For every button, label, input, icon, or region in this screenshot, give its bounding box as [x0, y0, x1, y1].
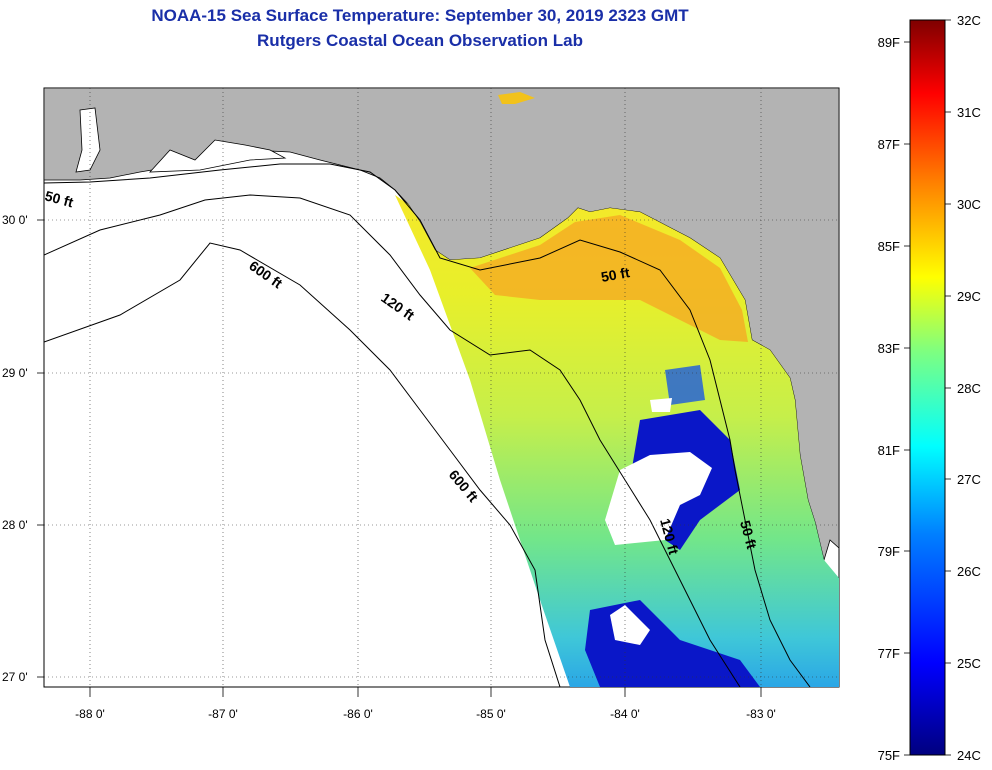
- depth-contour-50ft: [44, 163, 811, 687]
- longitude-label: -84 0': [610, 707, 640, 721]
- map-title: NOAA-15 Sea Surface Temperature: Septemb…: [151, 6, 689, 25]
- colorbar-label-celsius: 30C: [957, 197, 981, 212]
- colorbar-label-fahrenheit: 87F: [878, 137, 900, 152]
- longitude-label: -85 0': [476, 707, 506, 721]
- colorbar-label-fahrenheit: 83F: [878, 341, 900, 356]
- no-data-region: [650, 398, 672, 412]
- no-data-region: [605, 452, 712, 545]
- bay-inlet: [75, 107, 101, 173]
- latitude-label: 29 0': [2, 366, 28, 380]
- colorbar-label-celsius: 28C: [957, 381, 981, 396]
- colorbar-ticks: [904, 19, 951, 756]
- no-data-region: [610, 605, 650, 645]
- colorbar-label-celsius: 27C: [957, 472, 981, 487]
- colorbar-label-celsius: 25C: [957, 656, 981, 671]
- colorbar-label-fahrenheit: 85F: [878, 239, 900, 254]
- colorbar-label-fahrenheit: 79F: [878, 544, 900, 559]
- graticule: [44, 88, 839, 687]
- longitude-label: -88 0': [75, 707, 105, 721]
- longitude-label: -87 0': [208, 707, 238, 721]
- colorbar-label-celsius: 32C: [957, 13, 981, 28]
- contour-label: 50 ft: [600, 264, 631, 285]
- colorbar-label-celsius: 31C: [957, 105, 981, 120]
- latitude-label: 27 0': [2, 670, 28, 684]
- colorbar-label-fahrenheit: 89F: [878, 35, 900, 50]
- map-subtitle: Rutgers Coastal Ocean Observation Lab: [257, 31, 583, 50]
- inland-lake-patch: [498, 92, 535, 104]
- colorbar-label-celsius: 26C: [957, 564, 981, 579]
- colorbar-label-fahrenheit: 75F: [878, 748, 900, 763]
- colorbar-label-fahrenheit: 81F: [878, 443, 900, 458]
- latitude-label: 30 0': [2, 213, 28, 227]
- cool-water-patch: [665, 365, 705, 405]
- bay-inlet: [149, 139, 287, 173]
- longitude-label: -86 0': [343, 707, 373, 721]
- longitude-label: -83 0': [746, 707, 776, 721]
- depth-contour-600ft: [44, 242, 561, 687]
- contour-label: 50 ft: [737, 519, 760, 551]
- colorbar-label-celsius: 24C: [957, 748, 981, 763]
- map-ticks: [37, 219, 762, 697]
- latitude-label: 28 0': [2, 518, 28, 532]
- temperature-colorbar: [909, 19, 946, 756]
- depth-contour-120ft: [44, 194, 741, 687]
- colorbar-label-fahrenheit: 77F: [878, 646, 900, 661]
- colorbar-label-celsius: 29C: [957, 289, 981, 304]
- contour-label: 50 ft: [43, 187, 75, 210]
- warm-water-region: [470, 215, 748, 342]
